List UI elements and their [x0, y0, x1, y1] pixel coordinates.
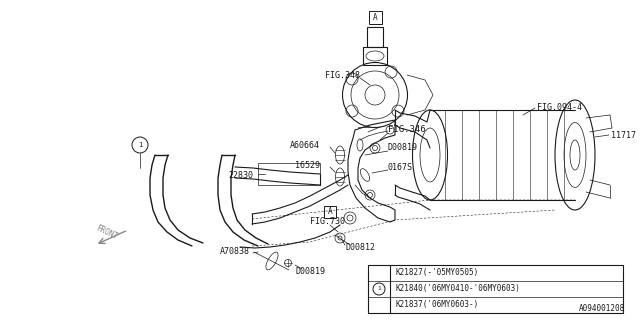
Bar — [363, 47, 387, 65]
Text: K21837('06MY0603-): K21837('06MY0603-) — [395, 300, 478, 309]
Text: A094001208: A094001208 — [579, 304, 625, 313]
Text: 1: 1 — [138, 142, 142, 148]
Text: A70838: A70838 — [220, 247, 250, 257]
Text: K21827(-'05MY0505): K21827(-'05MY0505) — [395, 268, 478, 277]
Bar — [369, 11, 381, 23]
Bar — [368, 265, 623, 313]
Text: D00819: D00819 — [388, 143, 418, 153]
Text: FIG.730: FIG.730 — [310, 218, 345, 227]
Text: FRONT: FRONT — [95, 224, 120, 242]
Text: 16529: 16529 — [295, 161, 320, 170]
Text: 1: 1 — [377, 286, 381, 292]
Text: D00819: D00819 — [296, 268, 326, 276]
Bar — [367, 27, 383, 47]
Text: 22830: 22830 — [228, 171, 253, 180]
Text: A: A — [372, 12, 378, 21]
Text: K21840('06MY0410-'06MY0603): K21840('06MY0410-'06MY0603) — [395, 284, 520, 293]
Bar — [258, 163, 320, 185]
Text: 11717: 11717 — [611, 131, 636, 140]
Text: FIG.348: FIG.348 — [325, 70, 360, 79]
Text: A: A — [328, 207, 332, 217]
Text: D00812: D00812 — [345, 244, 375, 252]
Text: FIG.094-4: FIG.094-4 — [537, 102, 582, 111]
Text: 0167S: 0167S — [388, 164, 413, 172]
Text: FIG.346: FIG.346 — [388, 125, 426, 134]
Bar — [324, 206, 336, 218]
Text: A60664: A60664 — [290, 140, 320, 149]
